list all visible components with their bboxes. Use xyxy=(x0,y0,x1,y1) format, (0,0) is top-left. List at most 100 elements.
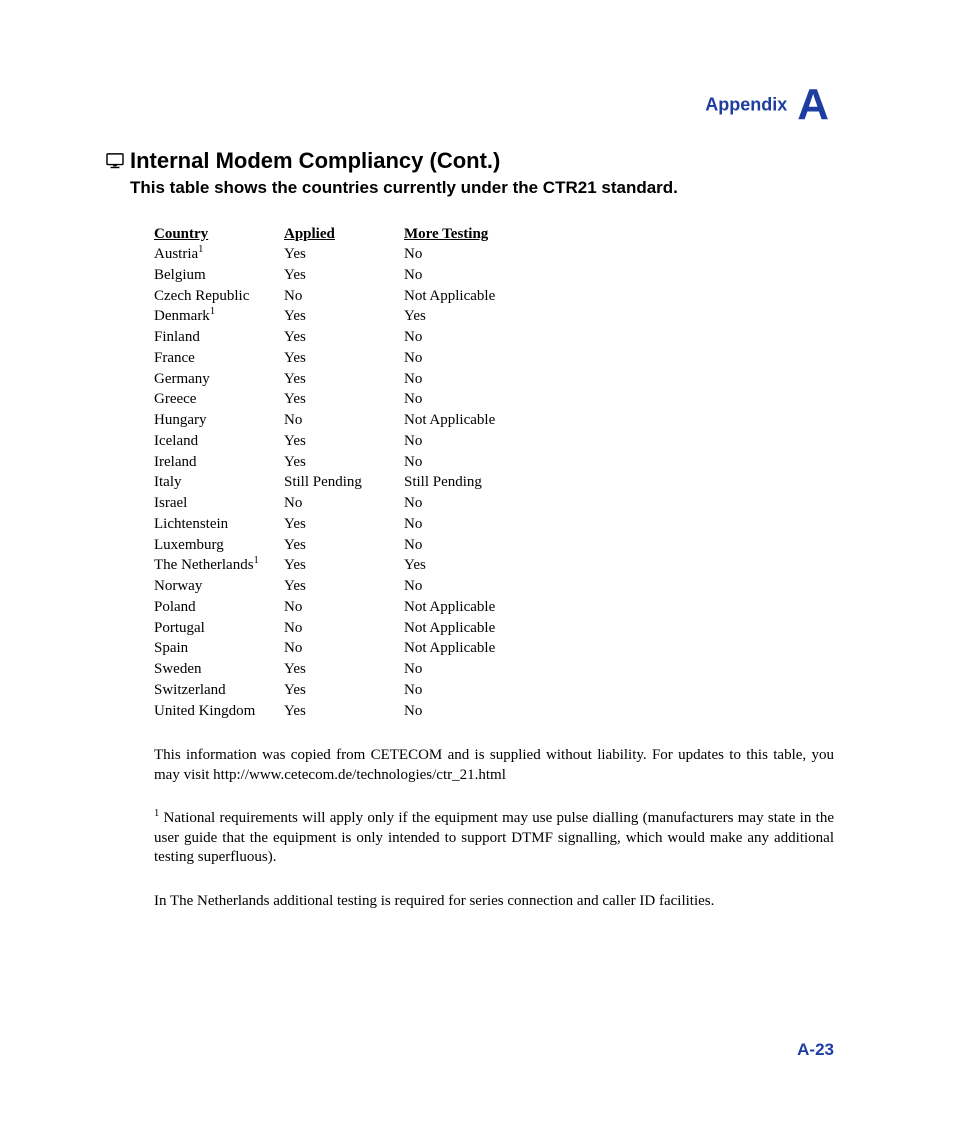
cell-more-testing: No xyxy=(404,349,534,370)
cell-more-testing: No xyxy=(404,536,534,557)
section-title: Internal Modem Compliancy (Cont.) xyxy=(130,148,500,174)
table-row: HungaryNoNot Applicable xyxy=(154,411,534,432)
cell-applied: Yes xyxy=(284,536,404,557)
cell-more-testing: No xyxy=(404,453,534,474)
table-row: Czech RepublicNoNot Applicable xyxy=(154,287,534,308)
cell-more-testing: No xyxy=(404,328,534,349)
cell-more-testing: Still Pending xyxy=(404,473,534,494)
cell-country: Poland xyxy=(154,598,284,619)
cell-applied: Yes xyxy=(284,702,404,723)
table-row: Denmark1YesYes xyxy=(154,307,534,328)
table-header-more-testing: More Testing xyxy=(404,226,534,245)
cell-applied: No xyxy=(284,598,404,619)
paragraph-netherlands: In The Netherlands additional testing is… xyxy=(154,892,834,912)
table-row: FranceYesNo xyxy=(154,349,534,370)
cell-more-testing: No xyxy=(404,245,534,266)
table-header-row: Country Applied More Testing xyxy=(154,226,534,245)
paragraph-source: This information was copied from CETECOM… xyxy=(154,746,834,785)
cell-more-testing: No xyxy=(404,681,534,702)
cell-country: Hungary xyxy=(154,411,284,432)
cell-country: United Kingdom xyxy=(154,702,284,723)
table-row: PortugalNoNot Applicable xyxy=(154,619,534,640)
cell-more-testing: No xyxy=(404,515,534,536)
cell-more-testing: Yes xyxy=(404,307,534,328)
table-row: The Netherlands1YesYes xyxy=(154,556,534,577)
appendix-label: Appendix xyxy=(705,95,787,115)
cell-applied: Yes xyxy=(284,307,404,328)
section-title-row: Internal Modem Compliancy (Cont.) xyxy=(106,148,834,174)
cell-applied: No xyxy=(284,287,404,308)
cell-more-testing: No xyxy=(404,390,534,411)
cell-applied: Yes xyxy=(284,245,404,266)
cell-applied: Yes xyxy=(284,266,404,287)
cell-more-testing: Not Applicable xyxy=(404,639,534,660)
cell-country: Israel xyxy=(154,494,284,515)
page-number: A-23 xyxy=(797,1040,834,1060)
cell-country: Ireland xyxy=(154,453,284,474)
cell-country: The Netherlands1 xyxy=(154,556,284,577)
table-row: SpainNoNot Applicable xyxy=(154,639,534,660)
cell-more-testing: No xyxy=(404,494,534,515)
table-row: IsraelNoNo xyxy=(154,494,534,515)
cell-country: Czech Republic xyxy=(154,287,284,308)
cell-country: Belgium xyxy=(154,266,284,287)
cell-more-testing: No xyxy=(404,660,534,681)
appendix-header: Appendix A xyxy=(130,80,828,130)
table-row: PolandNoNot Applicable xyxy=(154,598,534,619)
table-row: ItalyStill PendingStill Pending xyxy=(154,473,534,494)
cell-more-testing: No xyxy=(404,702,534,723)
compliancy-table: Country Applied More Testing Austria1Yes… xyxy=(154,226,534,722)
cell-country: Denmark1 xyxy=(154,307,284,328)
table-row: LichtensteinYesNo xyxy=(154,515,534,536)
cell-applied: Yes xyxy=(284,328,404,349)
table-row: IrelandYesNo xyxy=(154,453,534,474)
cell-country: Spain xyxy=(154,639,284,660)
cell-applied: Yes xyxy=(284,453,404,474)
cell-more-testing: No xyxy=(404,432,534,453)
cell-more-testing: Yes xyxy=(404,556,534,577)
cell-more-testing: Not Applicable xyxy=(404,411,534,432)
cell-country: Italy xyxy=(154,473,284,494)
cell-applied: No xyxy=(284,494,404,515)
paragraph-footnote: 1 National requirements will apply only … xyxy=(154,809,834,868)
cell-more-testing: Not Applicable xyxy=(404,619,534,640)
table-row: Austria1YesNo xyxy=(154,245,534,266)
cell-country: Finland xyxy=(154,328,284,349)
cell-applied: Yes xyxy=(284,577,404,598)
cell-applied: Yes xyxy=(284,556,404,577)
cell-country: Austria1 xyxy=(154,245,284,266)
cell-applied: Yes xyxy=(284,349,404,370)
cell-country: Lichtenstein xyxy=(154,515,284,536)
cell-applied: Yes xyxy=(284,390,404,411)
table-row: SwedenYesNo xyxy=(154,660,534,681)
monitor-icon xyxy=(106,153,124,169)
table-row: GreeceYesNo xyxy=(154,390,534,411)
table-row: FinlandYesNo xyxy=(154,328,534,349)
table-row: IcelandYesNo xyxy=(154,432,534,453)
table-row: SwitzerlandYesNo xyxy=(154,681,534,702)
cell-applied: Yes xyxy=(284,515,404,536)
footnote-text: National requirements will apply only if… xyxy=(154,810,834,865)
cell-more-testing: Not Applicable xyxy=(404,598,534,619)
cell-country: Luxemburg xyxy=(154,536,284,557)
cell-more-testing: No xyxy=(404,577,534,598)
cell-applied: Yes xyxy=(284,370,404,391)
cell-country: France xyxy=(154,349,284,370)
table-row: United KingdomYesNo xyxy=(154,702,534,723)
cell-country: Switzerland xyxy=(154,681,284,702)
cell-country: Portugal xyxy=(154,619,284,640)
cell-country: Iceland xyxy=(154,432,284,453)
cell-applied: No xyxy=(284,639,404,660)
cell-applied: Yes xyxy=(284,660,404,681)
table-row: BelgiumYesNo xyxy=(154,266,534,287)
table-header-applied: Applied xyxy=(284,226,404,245)
cell-more-testing: No xyxy=(404,266,534,287)
cell-country: Germany xyxy=(154,370,284,391)
cell-country: Greece xyxy=(154,390,284,411)
cell-country: Sweden xyxy=(154,660,284,681)
table-header-country: Country xyxy=(154,226,284,245)
section-subtitle: This table shows the countries currently… xyxy=(130,178,834,198)
cell-applied: Yes xyxy=(284,681,404,702)
cell-more-testing: No xyxy=(404,370,534,391)
table-row: GermanyYesNo xyxy=(154,370,534,391)
